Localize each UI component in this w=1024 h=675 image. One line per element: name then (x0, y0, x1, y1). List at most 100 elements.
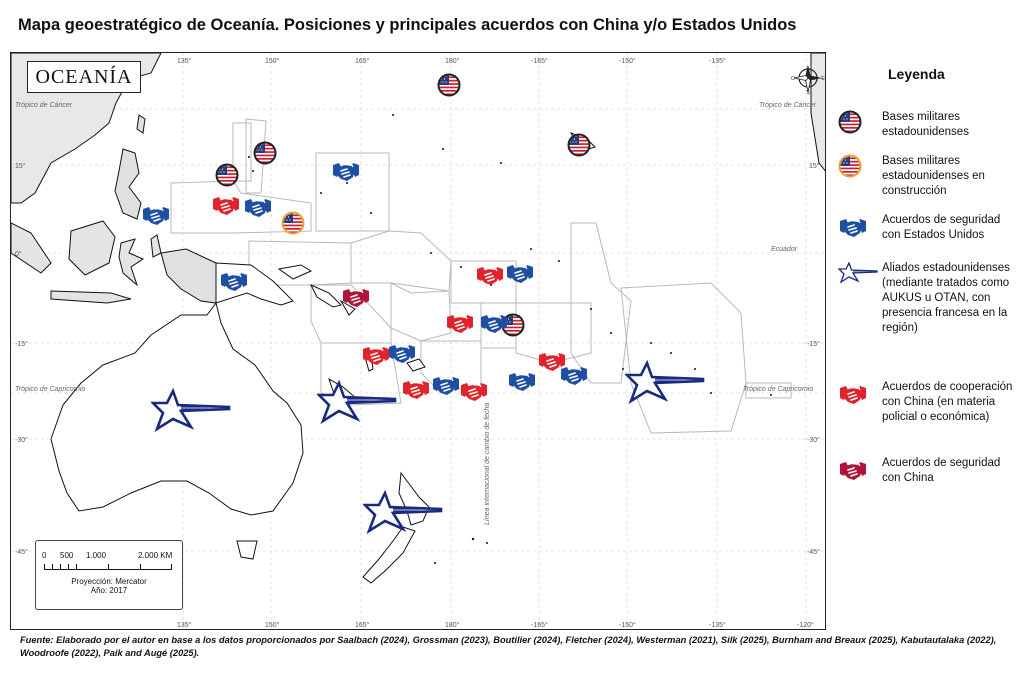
handshake-red-icon (838, 380, 872, 414)
lat-tick-left: -30° (15, 436, 28, 444)
china-cooperation-marker (537, 347, 567, 382)
lon-tick-bottom: 135° (177, 621, 192, 629)
compass-south: S (806, 90, 810, 95)
lon-tick-top: -135° (709, 57, 726, 65)
scale-bar-box: 0 500 1.000 2.000 KM Proyección: Mercato… (35, 540, 183, 610)
legend-label: Bases militares estadounidenses en const… (882, 155, 985, 197)
star-outline-navy-icon (837, 261, 878, 295)
source-note: Fuente: Elaborado por el autor en base a… (20, 635, 997, 658)
scale-label: 500 (60, 551, 74, 560)
lon-tick-top: 150° (265, 57, 280, 65)
year-label: Año: 2017 (90, 586, 128, 595)
map-name-label: OCEANÍA (27, 61, 141, 93)
sumatra-java (11, 222, 132, 304)
handshake-blue-icon (838, 213, 872, 247)
projection-label: Proyección: Mercator (71, 577, 147, 586)
new-guinea-east (215, 262, 294, 306)
us-flag-circle-icon (838, 110, 872, 144)
tropic-capricorn-right-label: Trópico de Capricornio (743, 386, 813, 393)
china-security-marker (341, 283, 371, 318)
us-base-marker (567, 133, 591, 162)
us-base-construction-marker (281, 211, 305, 240)
compass-north: N (806, 63, 810, 69)
compass-west: O (791, 76, 795, 82)
north-america-edge (810, 53, 825, 172)
us-flag-circle-gold-icon (838, 154, 872, 188)
legend-label: Acuerdos de seguridad con Estados Unidos (882, 214, 1001, 241)
lat-tick-right: -15° (807, 340, 820, 348)
taiwan (136, 114, 146, 134)
lat-tick-right: -30° (807, 436, 820, 444)
legend-title: Leyenda (888, 66, 945, 82)
legend-label: Aliados estadounidenses (mediante tratad… (882, 262, 1010, 334)
us-ally-star (149, 387, 231, 438)
us-security-agreement-marker (505, 259, 535, 294)
lat-tick-left: 15° (15, 162, 26, 170)
us-security-agreement-marker (331, 157, 361, 192)
china-cooperation-marker (361, 341, 391, 376)
china-cooperation-marker (459, 377, 489, 412)
lon-tick-bottom: 165° (355, 621, 370, 629)
china-cooperation-marker (475, 261, 505, 296)
legend-label: Acuerdos de cooperación con China (en ma… (882, 381, 1013, 423)
date-line-label: Línea internacional de cambio de fecha (484, 403, 491, 525)
us-base-marker (437, 73, 461, 102)
oceania-map: Trópico de Cáncer Trópico de Cáncer Ecua… (11, 53, 825, 629)
scale-projection: Proyección: Mercator Año: 2017 (36, 577, 182, 595)
lon-tick-bottom: -135° (709, 621, 726, 629)
legend-label: Bases militares estadounidenses (882, 111, 969, 138)
new-guinea-west (160, 248, 217, 304)
compass-east: E (821, 76, 825, 82)
us-base-marker (253, 141, 277, 170)
sulawesi (118, 238, 145, 287)
scale-label: 2.000 KM (138, 551, 173, 560)
china-cooperation-marker (445, 309, 475, 344)
lon-tick-bottom: -150° (619, 621, 636, 629)
lon-tick-top: 135° (177, 57, 192, 65)
compass-rose-icon: N S E O (791, 61, 825, 96)
us-security-agreement-marker (243, 193, 273, 228)
us-base-marker (215, 163, 239, 192)
lat-tick-left: -15° (15, 340, 28, 348)
lon-tick-bottom: 150° (265, 621, 280, 629)
philippines (114, 148, 142, 220)
tropic-cancer-right-label: Trópico de Cáncer (759, 102, 817, 109)
lon-tick-bottom: -120° (797, 621, 814, 629)
new-zealand-south (362, 526, 416, 584)
borneo (68, 220, 116, 276)
scale-label: 1.000 (86, 551, 107, 560)
halmahera (150, 234, 162, 258)
us-security-agreement-marker (559, 361, 589, 396)
scale-labels: 0 500 1.000 2.000 KM (42, 551, 182, 561)
tropic-cancer-left-label: Trópico de Cáncer (15, 102, 73, 109)
lon-tick-top: -165° (531, 57, 548, 65)
new-britain (277, 264, 313, 280)
us-ally-star (315, 379, 397, 430)
us-ally-star (623, 359, 705, 410)
china-cooperation-marker (211, 191, 241, 226)
fiji (406, 358, 426, 372)
lon-tick-top: 180° (445, 57, 460, 65)
scale-label: 0 (42, 551, 47, 560)
solomon-islands (309, 283, 356, 316)
scale-bar (44, 563, 172, 570)
us-security-agreement-marker (431, 371, 461, 406)
handshake-crimson-icon (838, 456, 872, 490)
lat-tick-left: 0° (15, 250, 22, 258)
tropic-capricorn-left-label: Trópico de Capricornio (15, 386, 85, 393)
legend-label: Acuerdos de seguridad con China (882, 457, 1001, 484)
lon-tick-bottom: -165° (531, 621, 548, 629)
us-ally-star (361, 489, 443, 540)
tasmania (236, 540, 258, 560)
lon-tick-top: 165° (355, 57, 370, 65)
map-frame: Trópico de Cáncer Trópico de Cáncer Ecua… (10, 52, 826, 630)
lat-tick-left: -45° (15, 548, 28, 556)
lon-tick-top: -150° (619, 57, 636, 65)
china-cooperation-marker (401, 375, 431, 410)
us-security-agreement-marker (219, 267, 249, 302)
us-security-agreement-marker (479, 309, 509, 344)
page-title: Mapa geoestratégico de Oceanía. Posicion… (18, 16, 797, 34)
us-security-agreement-marker (387, 339, 417, 374)
lat-tick-right: -45° (807, 548, 820, 556)
us-security-agreement-marker (507, 367, 537, 402)
